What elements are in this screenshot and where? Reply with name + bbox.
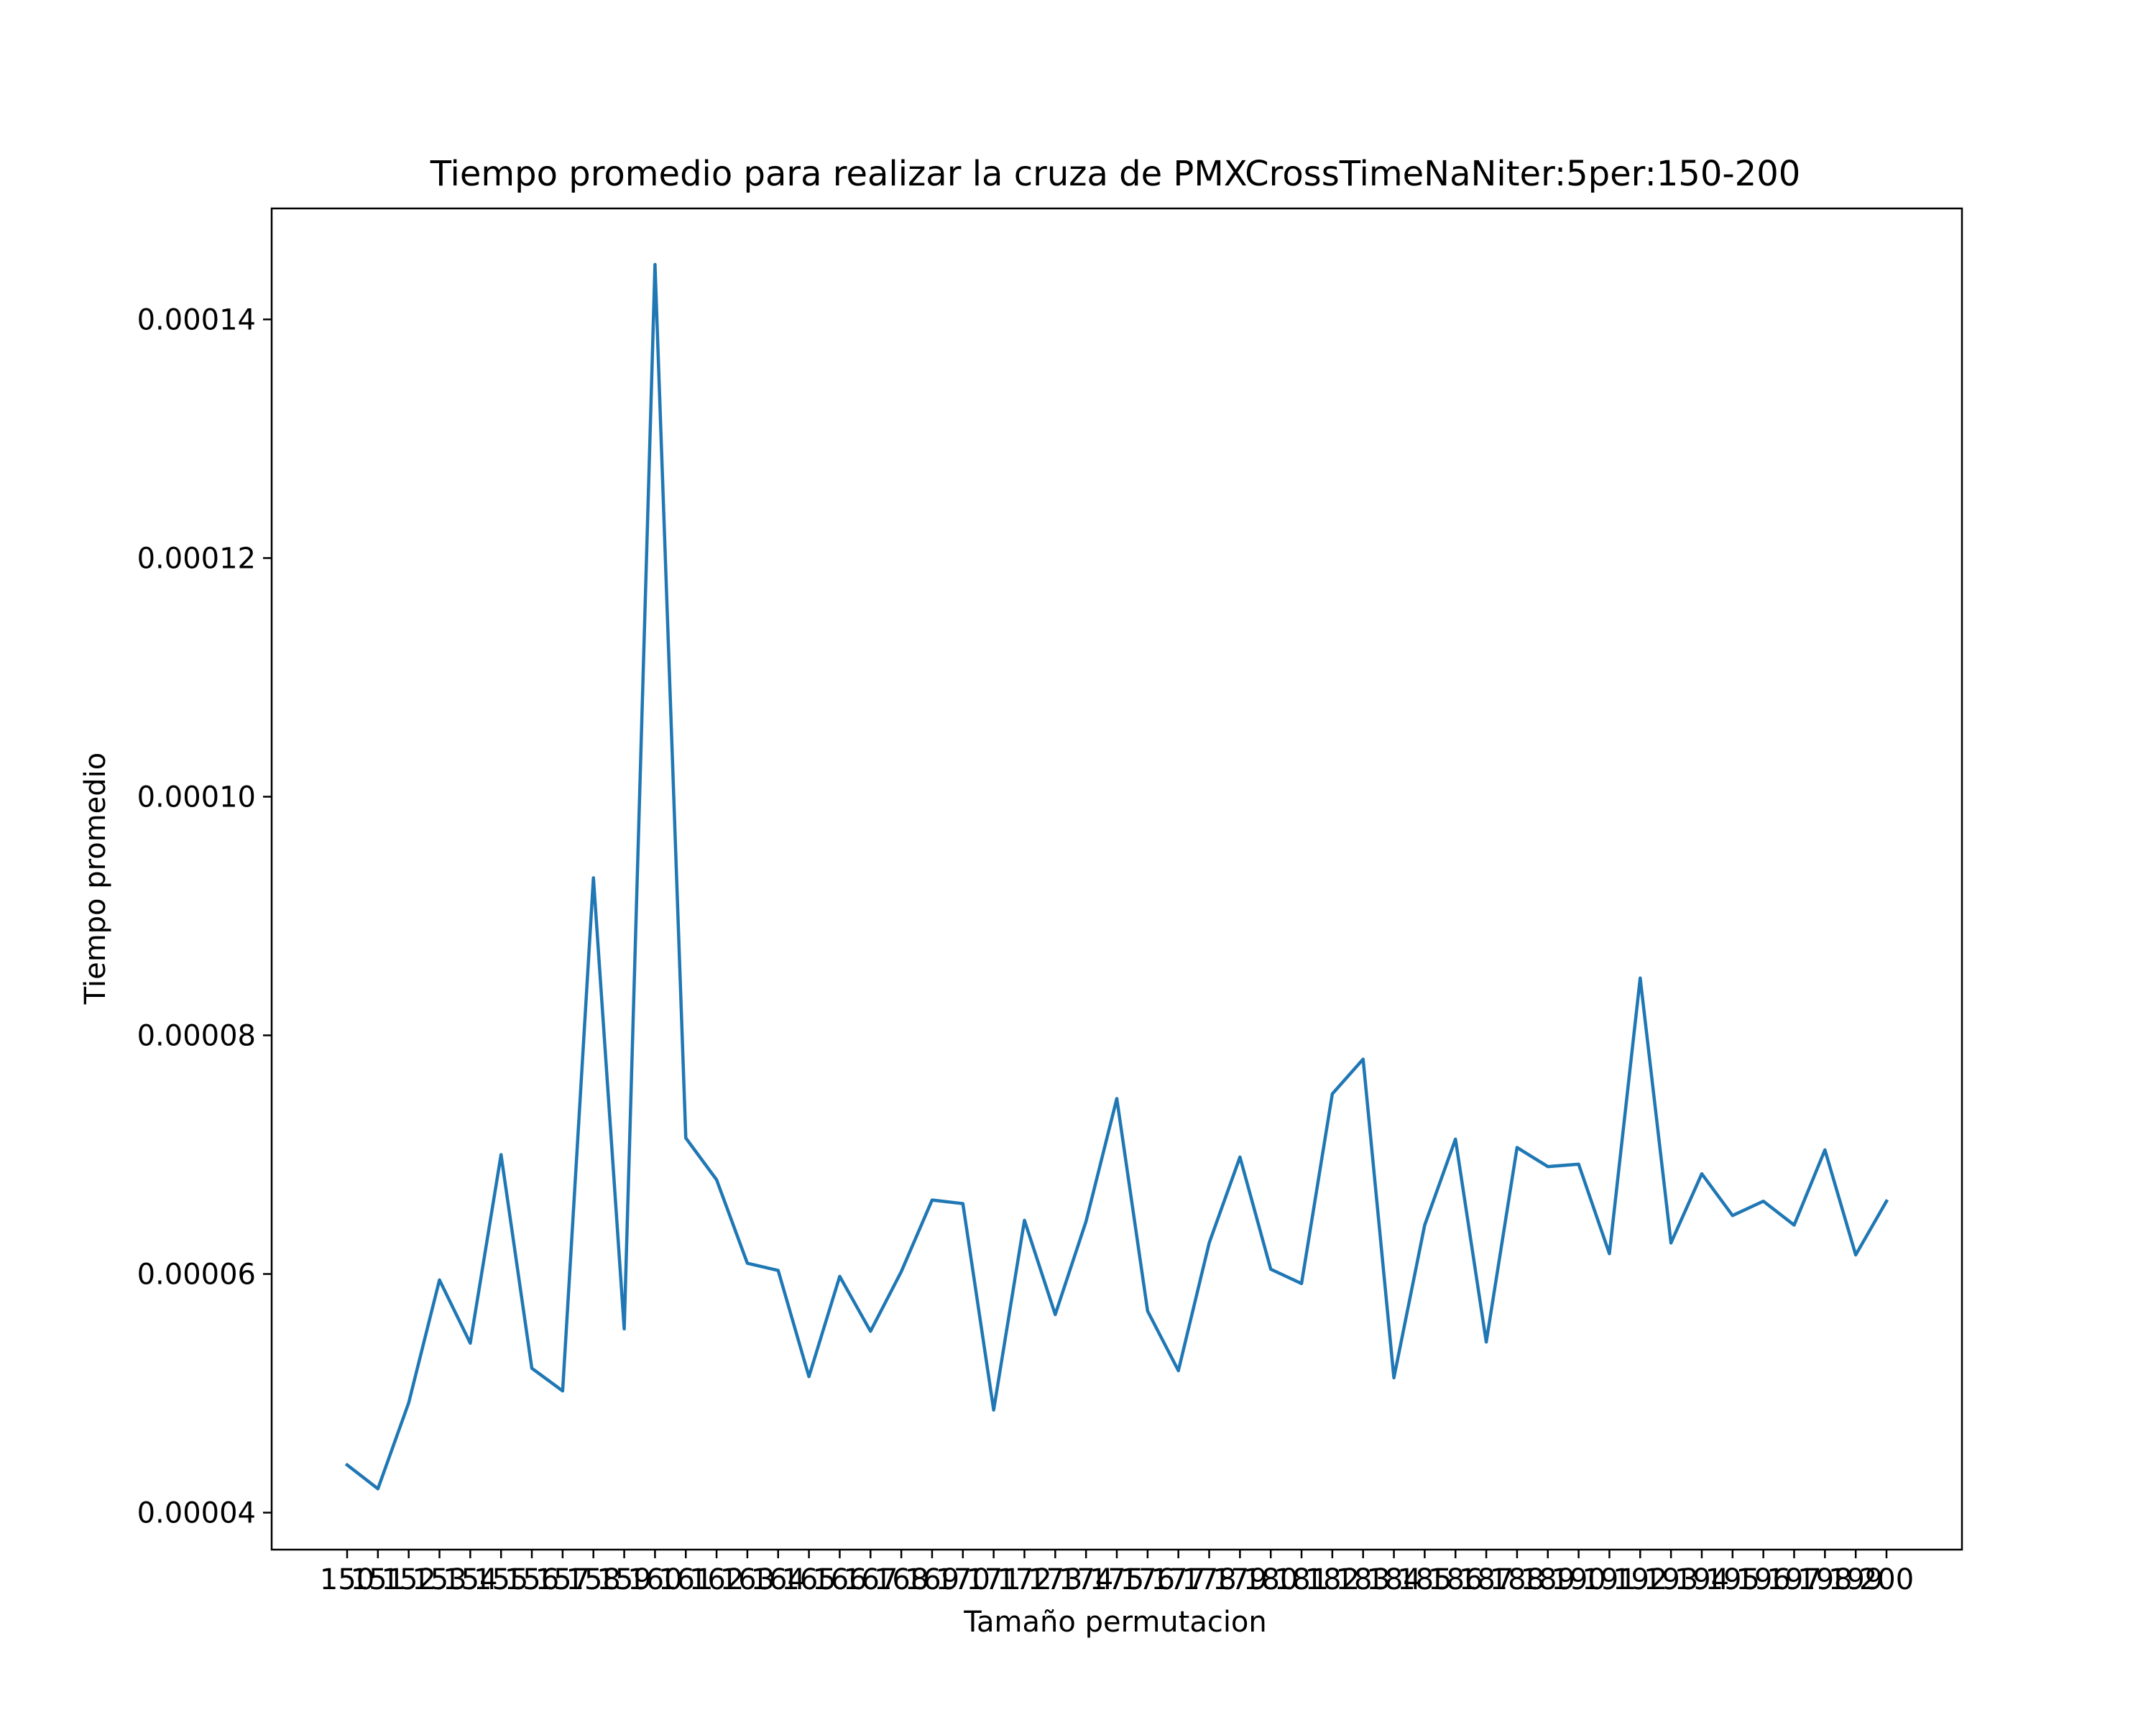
x-tick-label: 164 bbox=[751, 1563, 806, 1596]
x-tick-label: 191 bbox=[1582, 1563, 1636, 1596]
x-tick-label: 184 bbox=[1366, 1563, 1421, 1596]
chart-title: Tiempo promedio para realizar la cruza d… bbox=[430, 154, 1801, 194]
x-tick-label: 167 bbox=[843, 1563, 898, 1596]
x-tick-label: 189 bbox=[1521, 1563, 1575, 1596]
x-tick-label: 195 bbox=[1705, 1563, 1760, 1596]
x-tick-label: 194 bbox=[1674, 1563, 1729, 1596]
x-tick-label: 150 bbox=[320, 1563, 374, 1596]
x-tick-label: 154 bbox=[443, 1563, 497, 1596]
x-tick-label: 169 bbox=[905, 1563, 959, 1596]
y-tick-label: 0.00014 bbox=[137, 303, 256, 336]
x-tick-label: 185 bbox=[1397, 1563, 1452, 1596]
y-tick-label: 0.00008 bbox=[137, 1019, 256, 1052]
x-tick-label: 165 bbox=[781, 1563, 836, 1596]
y-tick-label: 0.00010 bbox=[137, 781, 256, 814]
x-tick-label: 173 bbox=[1028, 1563, 1082, 1596]
x-tick-label: 168 bbox=[874, 1563, 929, 1596]
x-tick-label: 193 bbox=[1644, 1563, 1698, 1596]
x-tick-label: 161 bbox=[658, 1563, 713, 1596]
x-axis: 1501511521531541551561571581591601611621… bbox=[320, 1550, 1914, 1596]
y-tick-label: 0.00012 bbox=[137, 542, 256, 575]
x-tick-label: 183 bbox=[1336, 1563, 1391, 1596]
x-tick-label: 179 bbox=[1212, 1563, 1267, 1596]
x-tick-label: 188 bbox=[1490, 1563, 1544, 1596]
x-tick-label: 199 bbox=[1828, 1563, 1883, 1596]
x-tick-label: 170 bbox=[936, 1563, 990, 1596]
x-tick-label: 190 bbox=[1551, 1563, 1606, 1596]
x-tick-label: 151 bbox=[351, 1563, 405, 1596]
x-tick-label: 196 bbox=[1736, 1563, 1790, 1596]
x-tick-label: 180 bbox=[1243, 1563, 1298, 1596]
x-tick-label: 156 bbox=[505, 1563, 559, 1596]
x-tick-label: 153 bbox=[412, 1563, 466, 1596]
x-tick-label: 160 bbox=[627, 1563, 682, 1596]
x-tick-label: 159 bbox=[596, 1563, 651, 1596]
series-lines bbox=[344, 262, 1889, 1491]
x-tick-label: 155 bbox=[474, 1563, 528, 1596]
x-tick-label: 174 bbox=[1059, 1563, 1113, 1596]
x-tick-label: 178 bbox=[1181, 1563, 1236, 1596]
x-tick-label: 187 bbox=[1459, 1563, 1514, 1596]
x-tick-label: 166 bbox=[812, 1563, 867, 1596]
x-tick-label: 182 bbox=[1305, 1563, 1360, 1596]
x-tick-label: 186 bbox=[1428, 1563, 1483, 1596]
series-line bbox=[344, 262, 1889, 1491]
x-tick-label: 172 bbox=[997, 1563, 1051, 1596]
x-tick-label: 177 bbox=[1151, 1563, 1206, 1596]
plot-frame bbox=[270, 207, 1963, 1551]
x-tick-label: 152 bbox=[382, 1563, 436, 1596]
x-tick-label: 158 bbox=[566, 1563, 621, 1596]
x-tick-label: 192 bbox=[1613, 1563, 1667, 1596]
x-tick-label: 163 bbox=[720, 1563, 775, 1596]
x-tick-label: 197 bbox=[1766, 1563, 1821, 1596]
x-tick-label: 171 bbox=[966, 1563, 1021, 1596]
x-tick-label: 200 bbox=[1859, 1563, 1914, 1596]
x-tick-label: 198 bbox=[1797, 1563, 1852, 1596]
y-tick-label: 0.00006 bbox=[137, 1259, 256, 1292]
x-tick-label: 157 bbox=[535, 1563, 590, 1596]
x-tick-label: 176 bbox=[1120, 1563, 1175, 1596]
x-tick-label: 162 bbox=[689, 1563, 744, 1596]
x-tick-label: 181 bbox=[1274, 1563, 1329, 1596]
y-tick-label: 0.00004 bbox=[137, 1497, 256, 1530]
y-axis-label: Tiempo promedio bbox=[79, 753, 112, 1005]
x-tick-label: 175 bbox=[1089, 1563, 1144, 1596]
y-axis: 0.00004 0.00006 0.00008 0.00010 0.00012 0.000… bbox=[137, 303, 272, 1530]
x-axis-label: Tamaño permutacion bbox=[963, 1606, 1267, 1639]
